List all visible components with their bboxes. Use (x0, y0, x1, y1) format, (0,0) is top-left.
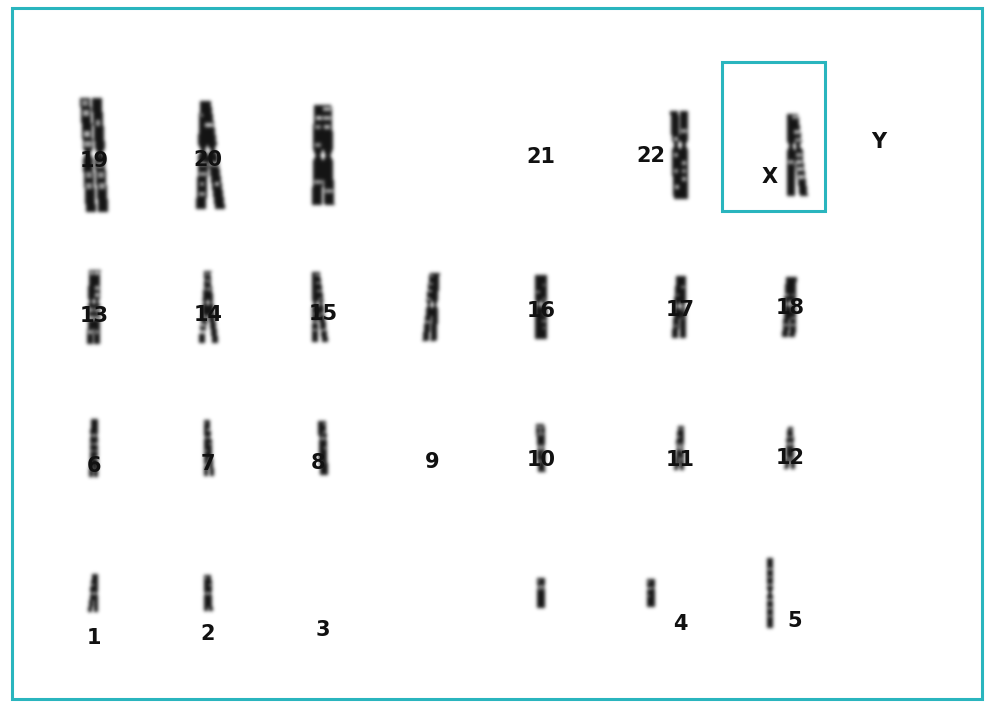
Bar (722, 62, 825, 211)
Text: 3: 3 (316, 620, 330, 640)
Text: 9: 9 (424, 452, 439, 472)
Text: 7: 7 (201, 455, 216, 474)
Text: 2: 2 (201, 624, 216, 644)
Text: 11: 11 (666, 450, 695, 469)
Text: Y: Y (872, 132, 887, 152)
Text: 4: 4 (673, 614, 687, 634)
Text: 8: 8 (311, 453, 325, 473)
Text: 15: 15 (308, 304, 338, 324)
Text: 12: 12 (775, 448, 804, 468)
Text: 17: 17 (666, 300, 695, 320)
Text: 1: 1 (86, 628, 101, 648)
Text: 21: 21 (527, 147, 556, 167)
Text: 6: 6 (86, 455, 101, 476)
Text: 10: 10 (527, 450, 556, 470)
Text: 14: 14 (194, 305, 223, 325)
Text: 13: 13 (80, 306, 108, 326)
Text: 5: 5 (787, 611, 802, 631)
Text: 16: 16 (527, 301, 556, 321)
Text: 19: 19 (80, 151, 108, 171)
Text: X: X (762, 167, 778, 187)
Text: 22: 22 (636, 146, 666, 166)
Text: 18: 18 (775, 298, 804, 318)
Text: 20: 20 (194, 150, 223, 170)
